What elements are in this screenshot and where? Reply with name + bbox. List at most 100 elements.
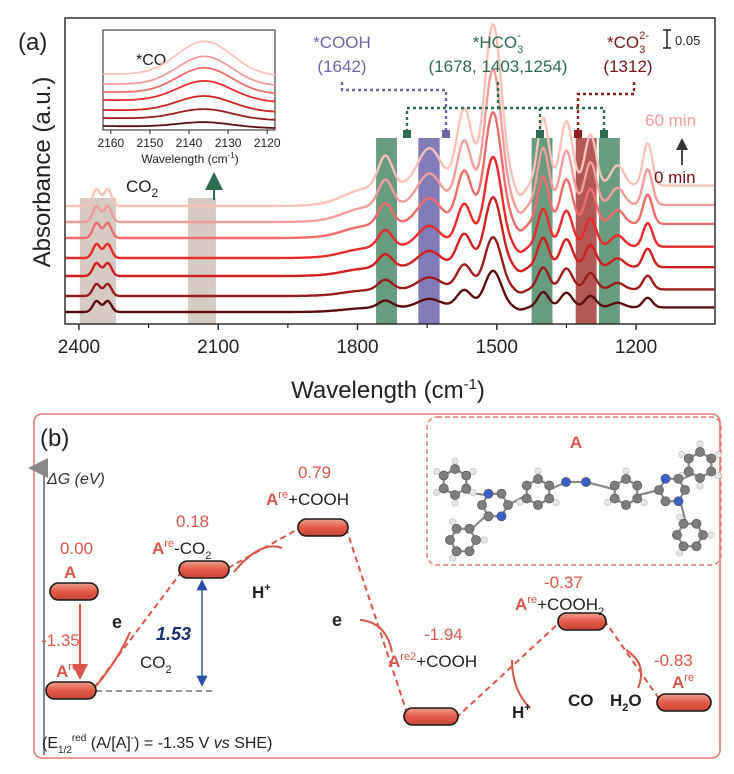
carbon-atom	[683, 466, 694, 477]
x-tick-label-2400: 2400	[58, 337, 100, 358]
inset-x-label: Wavelength (cm-1)	[141, 151, 238, 166]
carbon-atom	[450, 464, 460, 474]
marker-1678	[403, 130, 411, 138]
hydrogen-atom	[448, 518, 456, 526]
inset-tick-label-2160: 2160	[97, 136, 124, 150]
level-Are	[45, 681, 97, 700]
hydrogen-atom	[707, 531, 715, 539]
inset-co: *CO 2160 2150 2140 2130 2120 Wavelength (cm-…	[97, 29, 281, 166]
carbon-atom	[445, 535, 455, 545]
level-Are-COOH	[297, 518, 349, 537]
inset-frame	[102, 29, 276, 131]
hydrogen-atom	[480, 536, 488, 544]
inset-tick-label-2130: 2130	[215, 136, 242, 150]
time-bottom-label: 0 min	[654, 168, 696, 187]
carbon-atom	[483, 511, 494, 522]
energy-Are: -1.35	[41, 631, 80, 650]
scale-bar-label: 0.05	[675, 33, 700, 48]
hydrogen-atom	[469, 467, 477, 475]
electron-2: e	[332, 610, 342, 630]
carbon-atom	[451, 546, 462, 557]
scale-bar: 0.05	[663, 29, 700, 49]
inset-pointer-arrow	[205, 172, 223, 190]
spectrum-0-min	[65, 269, 715, 314]
level-Are-final	[656, 693, 712, 712]
nitrogen-atom	[483, 488, 494, 499]
carbon-atom	[461, 470, 472, 481]
hydrogen-atom	[696, 482, 704, 490]
carbon-atom	[438, 470, 449, 481]
carbon-atom	[621, 474, 631, 484]
proton-1-curve	[233, 545, 283, 573]
inset-title: *CO	[136, 52, 166, 69]
energy-Are-COOH2: -0.37	[544, 573, 583, 592]
hydrogen-atom	[451, 499, 459, 507]
time-arrow-head	[676, 138, 688, 150]
plot-frame	[64, 17, 716, 325]
inset-lines	[103, 40, 276, 129]
nitrogen-atom	[561, 477, 571, 487]
panel-b-label: (b)	[40, 425, 69, 452]
hydrogen-atom	[640, 498, 648, 506]
x-tick-label-2100: 2100	[197, 337, 239, 358]
carbon-atom	[673, 473, 684, 484]
hydrogen-atom	[516, 498, 524, 506]
inset-line-20-min	[103, 95, 276, 113]
hydrogen-atom	[451, 457, 459, 465]
hydrogen-atom	[675, 549, 683, 557]
panel-a-label: (a)	[18, 29, 47, 56]
carbon-atom	[621, 500, 631, 510]
energy-Are-COOH: 0.79	[298, 463, 331, 482]
spectrum-40-min	[65, 110, 715, 240]
spectrum-60-min	[65, 22, 715, 208]
inset-line-0-min	[103, 121, 275, 129]
carbon-atom	[678, 518, 689, 529]
x-tick-label-1800: 1800	[336, 337, 378, 358]
marker-1254	[600, 130, 608, 138]
carbon-atom	[691, 518, 702, 529]
label-Are-CO2: Are-CO2	[152, 538, 211, 562]
hco3-label: *HCO3-	[473, 30, 524, 56]
co2-reactant: CO2	[140, 653, 172, 676]
hydrogen-atom	[552, 498, 560, 506]
carbon-atom	[471, 535, 481, 545]
inset-line-10-min	[103, 108, 276, 121]
x-tick-label-1500: 1500	[476, 337, 518, 358]
carbon-atom	[695, 473, 705, 483]
nitrogen-atom	[660, 473, 671, 484]
molecule-label: A	[570, 433, 582, 452]
spectrum-30-min	[65, 155, 715, 260]
product-h2o: H2O	[610, 691, 642, 714]
hydrogen-atom	[714, 471, 722, 479]
cooh-value: (1642)	[317, 57, 366, 76]
carbon-atom	[678, 541, 689, 552]
marker-1642	[442, 130, 450, 138]
inset-line-40-min	[103, 66, 276, 95]
hydrogen-atom	[448, 554, 456, 562]
inset-tick-label-2140: 2140	[176, 136, 203, 150]
hco3-leader-1678	[405, 82, 500, 132]
carbon-atom	[503, 500, 513, 510]
hydrogen-atom	[433, 488, 441, 496]
panel-a: (a) 2400 2100 1800 1500 1200 Wavelength (cm-…	[18, 17, 716, 404]
hydrogen-atom	[433, 467, 441, 475]
co-band	[188, 198, 216, 324]
energy-Are-CO2: 0.18	[176, 512, 209, 531]
carbon-atom	[461, 483, 472, 494]
co2-uptake-curve	[95, 631, 131, 687]
carbon-atom	[544, 480, 555, 491]
hydrogen-atom	[604, 498, 612, 506]
hydrogen-atom	[678, 450, 686, 458]
x-axis-ticks: 2400 2100 1800 1500 1200	[58, 324, 657, 358]
molecule-structure	[433, 440, 722, 562]
hydrogen-atom	[469, 488, 477, 496]
carbon-atom	[450, 490, 460, 500]
product-release-curve	[625, 649, 642, 689]
carbon-atom	[609, 493, 620, 504]
electron-2-curve	[359, 619, 393, 653]
carbon-atom	[683, 453, 694, 464]
time-top-label: 60 min	[645, 111, 696, 130]
product-co: CO	[568, 691, 594, 710]
